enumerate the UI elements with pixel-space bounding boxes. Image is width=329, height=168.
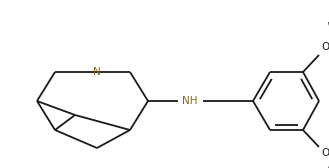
Text: N: N (93, 67, 101, 77)
Text: O: O (322, 42, 329, 52)
Text: O: O (322, 148, 329, 158)
Text: NH: NH (182, 96, 198, 106)
